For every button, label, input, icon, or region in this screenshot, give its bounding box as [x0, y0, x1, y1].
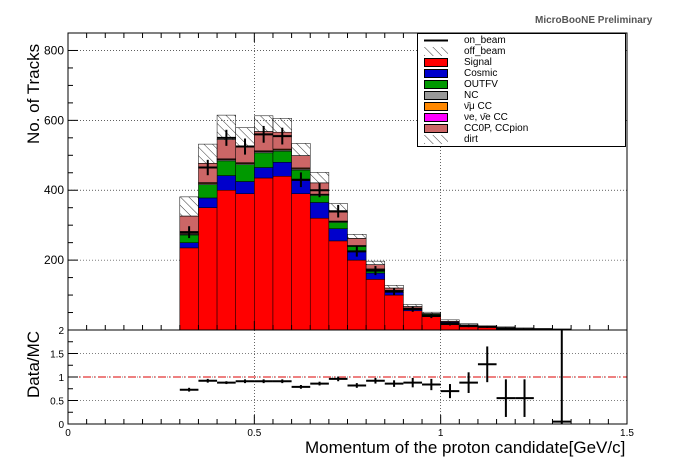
hatch-segment [496, 326, 516, 328]
bar-segment [198, 184, 218, 199]
ratio-y-tick-label: 0.5 [50, 397, 64, 408]
bar-segment [365, 279, 386, 331]
x-tick-label: 0.5 [247, 428, 261, 439]
legend-swatch [424, 69, 448, 78]
legend-entry-nc: NC [418, 90, 625, 101]
ratio-y-tick-label: 1 [58, 373, 64, 384]
legend-label: OUTFV [464, 79, 498, 90]
bar-segment [198, 197, 218, 208]
legend-entry-off-beam: off_beam [418, 46, 625, 57]
bar-segment [291, 155, 311, 169]
x-axis-title: Momentum of the proton candidate[GeV/c] [305, 438, 626, 457]
bar-segment [216, 189, 236, 331]
legend-entry-antinumu-cc: ν̄μ CC [418, 101, 625, 112]
legend-entry-outfv: OUTFV [418, 79, 625, 90]
bar-segment [272, 176, 292, 331]
legend-swatch [424, 58, 448, 67]
bar-segment [235, 181, 255, 194]
ratio-y-tick-label: 0 [58, 420, 64, 431]
legend-swatch [424, 91, 448, 100]
hatch-segment [179, 196, 199, 217]
hatch-segment [459, 323, 479, 326]
legend-swatch [424, 113, 448, 122]
legend-entry-nue-cc: νe, ν̄e CC [418, 112, 625, 123]
bar-segment [328, 240, 348, 331]
bar-segment [347, 259, 367, 331]
bar-segment [254, 167, 274, 179]
hatch-segment [421, 311, 441, 314]
bar-segment [216, 175, 236, 191]
hatch-segment [365, 260, 386, 265]
legend-line-swatch [424, 39, 448, 42]
legend-label: Cosmic [464, 68, 498, 79]
bar-segment [403, 310, 423, 331]
hatch-segment [291, 143, 311, 156]
legend-label: dirt [464, 134, 478, 145]
x-tick-label: 1.5 [620, 428, 634, 439]
hatch-segment [384, 285, 404, 289]
bar-segment [235, 164, 255, 182]
legend-label: on_beam [464, 35, 506, 46]
hatch-segment [440, 319, 460, 322]
bar-segment [309, 217, 330, 331]
bar-segment [309, 202, 330, 219]
bar-segment [179, 247, 199, 331]
bar-segment [216, 160, 236, 176]
bar-segment [291, 193, 311, 331]
legend-entry-on-beam: on_beam [418, 35, 625, 46]
ratio-y-tick-label: 2 [58, 326, 64, 337]
legend-entry-cosmic: Cosmic [418, 68, 625, 79]
y-tick-label: 400 [44, 183, 64, 197]
bar-segment [254, 177, 274, 331]
bar-segment [272, 162, 292, 177]
x-tick-label: 0 [65, 428, 71, 439]
legend-label: off_beam [464, 46, 506, 57]
legend-label: NC [464, 90, 479, 101]
legend-swatch [424, 80, 448, 89]
legend-swatch [424, 102, 448, 111]
legend-label: CC0P, CCpion [464, 123, 529, 134]
y-tick-label: 600 [44, 113, 64, 127]
ratio-points [179, 330, 572, 424]
ratio-panel: 0 0.5 1 1.5 2 0 0.5 1 1.5 [50, 326, 634, 439]
legend-label: ν̄μ CC [464, 101, 492, 112]
x-tick-label: 1 [438, 428, 444, 439]
bar-segment [347, 238, 367, 246]
legend-label: νe, ν̄e CC [464, 112, 508, 123]
legend-entry-signal: Signal [418, 57, 625, 68]
legend-hatch-swatch [424, 135, 448, 144]
bar-segment [272, 150, 292, 163]
hatch-segment [347, 234, 367, 239]
legend: on_beam off_beam Signal Cosmic OUTFV NC … [417, 33, 626, 147]
hatch-segment [309, 172, 330, 184]
ratio-y-axis-title: Data/MC [24, 330, 43, 398]
bar-segment [328, 228, 348, 242]
bar-segment [254, 152, 274, 168]
bar-segment [235, 193, 255, 331]
legend-entry-dirt: dirt [418, 134, 625, 145]
legend-entry-cc0p-ccpion: CC0P, CCpion [418, 123, 625, 134]
legend-label: Signal [464, 57, 492, 68]
legend-swatch [424, 124, 448, 133]
bar-segment [198, 207, 218, 331]
legend-hatch-swatch [424, 47, 448, 56]
y-axis-title: No. of Tracks [24, 43, 43, 144]
bar-segment [384, 294, 404, 331]
y-tick-label: 200 [44, 253, 64, 267]
preliminary-label: MicroBooNE Preliminary [535, 15, 653, 26]
series-signal [179, 176, 572, 331]
bar-segment [179, 242, 199, 249]
y-tick-label: 800 [44, 43, 64, 57]
ratio-y-tick-label: 1.5 [50, 350, 64, 361]
bar-segment [328, 222, 348, 229]
